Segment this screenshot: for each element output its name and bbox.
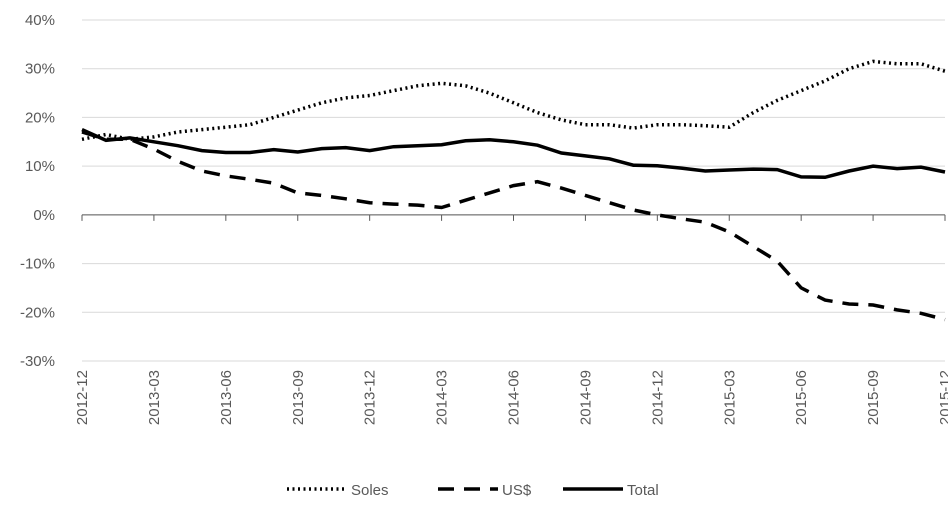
x-tick-label: 2014-12 [649,370,666,425]
legend-label: Total [627,482,659,499]
x-tick-label: 2015-06 [793,370,810,425]
x-tick-label: 2013-09 [290,370,307,425]
x-tick-label: 2015-12 [937,370,948,425]
y-tick-label: 30% [25,61,55,78]
y-tick-label: 20% [25,109,55,126]
y-tick-label: -20% [20,304,55,321]
x-tick-label: 2013-03 [146,370,163,425]
line-series [81,128,946,180]
x-tick-label: 2013-06 [218,370,235,425]
x-tick-label: 2012-12 [74,370,91,425]
x-tick-label: 2014-09 [577,370,594,425]
legend-label: Soles [351,482,389,499]
x-tick-label: 2015-03 [721,370,738,425]
x-tick-label: 2013-12 [362,370,379,425]
x-tick-label: 2014-06 [506,370,523,425]
y-tick-label: -10% [20,256,55,273]
y-tick-label: 10% [25,158,55,175]
y-tick-label: 40% [25,12,55,29]
x-tick-label: 2015-09 [865,370,882,425]
y-tick-label: 0% [33,207,55,224]
line-series [81,130,946,322]
line-series [81,59,946,142]
legend-label: US$ [502,482,532,499]
x-tick-label: 2014-03 [434,370,451,425]
y-tick-label: -30% [20,353,55,370]
